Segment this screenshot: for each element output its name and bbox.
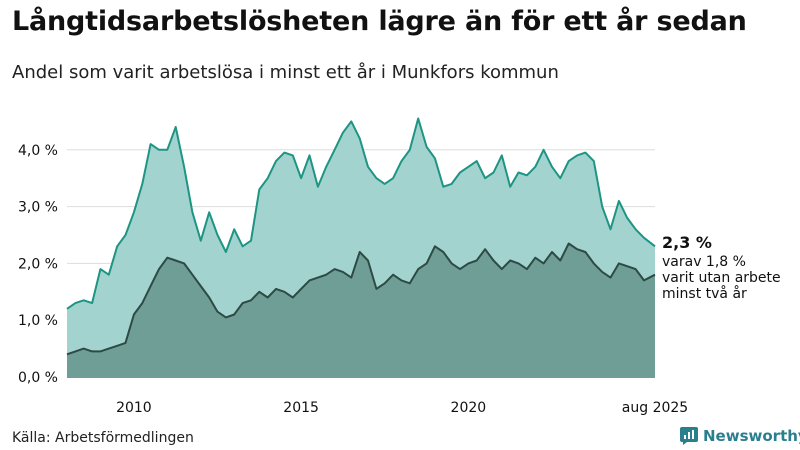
x-tick-label: 2020 — [451, 400, 487, 416]
end-value-sub-line: varit utan arbete — [662, 270, 781, 286]
x-tick-label: 2015 — [283, 400, 319, 416]
chart-subtitle: Andel som varit arbetslösa i minst ett å… — [12, 62, 559, 83]
chart-areas — [66, 117, 656, 377]
end-value-main: 2,3 % — [662, 233, 712, 252]
y-tick-label: 0,0 % — [18, 370, 58, 386]
y-tick-label: 1,0 % — [18, 313, 58, 329]
x-axis-ticks: 2010 2015 2020 aug 2025 — [116, 400, 688, 416]
y-axis-ticks: 0,0 % 1,0 % 2,0 % 3,0 % 4,0 % — [18, 143, 58, 386]
chart-title: Långtidsarbetslösheten lägre än för ett … — [12, 6, 747, 37]
source-text: Källa: Arbetsförmedlingen — [12, 430, 194, 446]
total-series-line — [66, 117, 656, 310]
end-value-sub-line: varav 1,8 % — [662, 254, 746, 270]
x-tick-label: 2010 — [116, 400, 152, 416]
y-tick-label: 4,0 % — [18, 143, 58, 159]
y-tick-label: 3,0 % — [18, 200, 58, 216]
long-term-series-line — [66, 242, 656, 356]
newsworthy-icon — [680, 427, 698, 445]
x-tick-label-end: aug 2025 — [622, 400, 688, 416]
y-tick-label: 2,0 % — [18, 256, 58, 272]
end-value-sub-line: minst två år — [662, 285, 747, 302]
brand-logo: Newsworthy — [680, 427, 800, 445]
brand-name: Newsworthy — [703, 427, 800, 445]
long-term-series-area — [67, 243, 655, 377]
